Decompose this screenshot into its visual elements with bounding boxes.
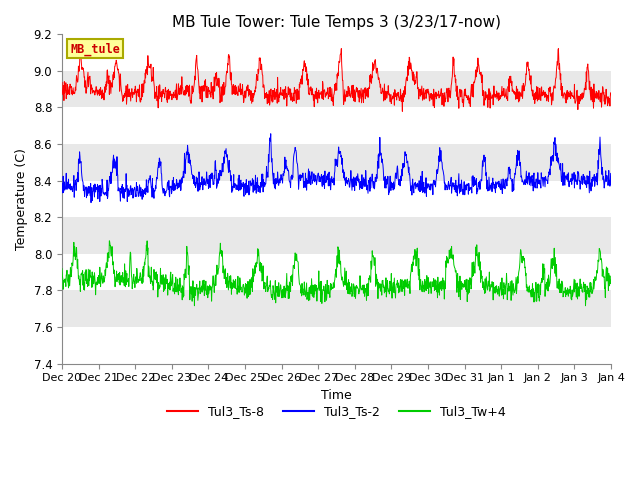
Bar: [62, 217, 611, 254]
Title: MB Tule Tower: Tule Temps 3 (3/23/17-now): MB Tule Tower: Tule Temps 3 (3/23/17-now…: [172, 15, 501, 30]
X-axis label: Time: Time: [321, 389, 352, 402]
Legend: Tul3_Ts-8, Tul3_Ts-2, Tul3_Tw+4: Tul3_Ts-8, Tul3_Ts-2, Tul3_Tw+4: [162, 400, 511, 423]
Y-axis label: Temperature (C): Temperature (C): [15, 148, 28, 250]
Bar: [62, 144, 611, 180]
Text: MB_tule: MB_tule: [70, 42, 120, 56]
Bar: [62, 71, 611, 107]
Bar: [62, 290, 611, 327]
